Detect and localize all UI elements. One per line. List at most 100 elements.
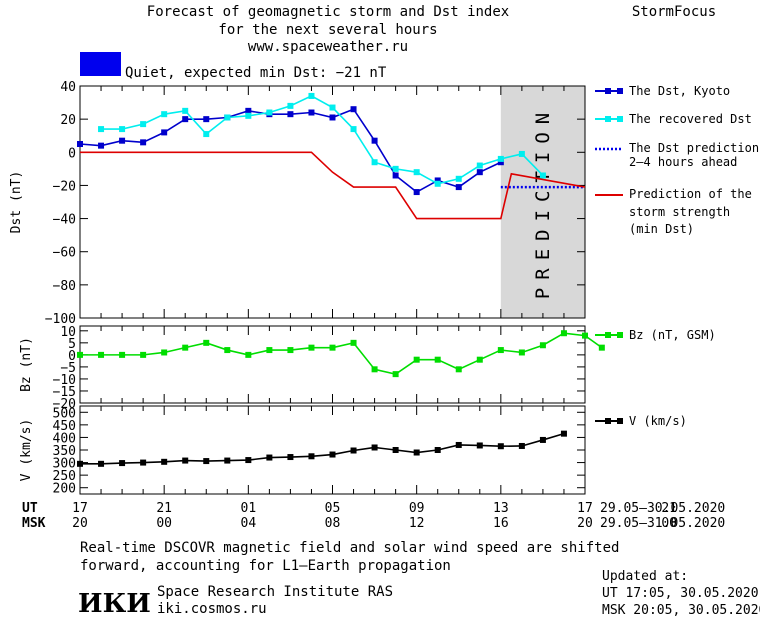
y-tick-label: 350 — [53, 444, 76, 459]
data-point-0-18 — [455, 441, 462, 448]
y-tick-label: 500 — [53, 406, 76, 421]
data-point-0-24 — [582, 332, 588, 339]
data-point-0-11 — [308, 344, 315, 351]
data-point-1-17 — [455, 175, 462, 182]
data-point-0-22 — [539, 436, 546, 443]
msk-label: MSK — [22, 516, 46, 531]
data-point-0-6 — [203, 458, 210, 465]
prediction-band-label: PREDICTION — [532, 105, 554, 299]
y-tick-label: 450 — [53, 419, 76, 434]
legend-storm-strength: Prediction of the storm strength (min Ds… — [595, 187, 752, 236]
panel-frame — [79, 325, 586, 404]
footer-note-line2: forward, accounting for L1–Earth propaga… — [80, 558, 451, 574]
y-tick-label: −20 — [53, 397, 76, 412]
data-point-0-20 — [497, 443, 504, 450]
data-point-0-7 — [224, 347, 231, 354]
legend-recovered: The recovered Dst — [595, 112, 752, 126]
data-point-1-19 — [497, 155, 504, 162]
y-tick-label: 40 — [60, 80, 76, 95]
y-tick-label: 5 — [68, 337, 76, 352]
y-tick-label: 200 — [53, 482, 76, 497]
data-point-1-12 — [350, 126, 357, 133]
data-point-0-0 — [77, 351, 83, 358]
data-point-0-12 — [329, 451, 336, 458]
data-point-0-6 — [203, 116, 210, 123]
data-point-0-23 — [560, 430, 567, 437]
legend-prediction-line2: 2–4 hours ahead — [629, 155, 737, 169]
updated-ut: UT 17:05, 30.05.2020 — [602, 586, 759, 601]
data-point-0-1 — [98, 142, 105, 149]
msk-tick-label: 08 — [325, 516, 341, 531]
data-point-1-2 — [140, 121, 147, 128]
legend-bz-label: Bz (nT, GSM) — [629, 328, 716, 342]
data-point-0-12 — [329, 344, 336, 351]
legend-recovered-label: The recovered Dst — [629, 112, 752, 126]
data-point-1-5 — [203, 131, 210, 138]
msk-tick-label: 00 — [156, 516, 172, 531]
y-tick-label: −100 — [45, 312, 76, 327]
data-point-1-18 — [476, 162, 483, 169]
data-point-0-14 — [371, 444, 378, 451]
updated-label: Updated at: — [602, 569, 688, 584]
iki-logo: ИКИ — [78, 589, 151, 619]
data-point-1-10 — [308, 92, 315, 99]
data-point-0-8 — [245, 457, 252, 464]
data-point-1-4 — [182, 107, 189, 114]
data-point-0-8 — [245, 107, 252, 114]
data-point-0-19 — [476, 169, 483, 176]
data-point-1-13 — [371, 159, 378, 166]
msk-tick-label: 20 — [577, 516, 593, 531]
data-point-0-16 — [413, 189, 420, 196]
series-line-0 — [80, 332, 603, 375]
data-point-0-5 — [182, 457, 189, 464]
data-point-0-16 — [413, 449, 420, 456]
data-point-1-11 — [329, 104, 336, 111]
data-point-0-14 — [371, 137, 378, 144]
data-point-0-11 — [308, 453, 315, 460]
y-tick-label: −5 — [60, 361, 76, 376]
data-point-0-19 — [476, 356, 483, 363]
data-point-0-13 — [350, 339, 357, 346]
title-url: www.spaceweather.ru — [248, 39, 408, 55]
data-point-1-8 — [266, 109, 273, 116]
data-point-0-9 — [266, 347, 273, 354]
data-point-0-7 — [224, 457, 231, 464]
data-point-1-15 — [413, 169, 420, 176]
legend-dst-kyoto: The Dst, Kyoto — [595, 84, 730, 98]
data-point-1-16 — [434, 180, 441, 187]
y-tick-label: 250 — [53, 469, 76, 484]
data-point-0-17 — [434, 177, 441, 184]
msk-tick-label: 04 — [241, 516, 257, 531]
data-point-0-12 — [329, 114, 336, 121]
prediction-band — [500, 86, 585, 318]
data-point-0-3 — [140, 139, 147, 146]
data-point-0-5 — [182, 116, 189, 123]
data-point-0-4 — [161, 129, 168, 136]
series-line-1 — [101, 95, 544, 185]
data-point-0-25 — [598, 344, 605, 351]
ut-tick-label: 21 — [661, 501, 677, 516]
y-tick-label: −15 — [53, 385, 76, 400]
institute-name: Space Research Institute RAS — [157, 584, 393, 600]
ut-tick-label: 01 — [241, 501, 257, 516]
legend-prediction-line1: The Dst prediction — [629, 141, 759, 155]
data-point-0-17 — [434, 447, 441, 453]
data-point-0-20 — [497, 347, 504, 354]
legend-storm-line3: (min Dst) — [629, 222, 694, 236]
data-point-0-15 — [392, 447, 399, 453]
data-point-0-11 — [308, 109, 315, 116]
data-point-1-14 — [392, 165, 399, 172]
legend-dst-kyoto-label: The Dst, Kyoto — [629, 84, 730, 98]
y-tick-label: −40 — [53, 213, 76, 228]
data-point-0-20 — [497, 159, 504, 166]
data-point-0-13 — [350, 106, 357, 113]
y-tick-label: −20 — [53, 179, 76, 194]
y-tick-label: 300 — [53, 457, 76, 472]
data-point-1-20 — [518, 150, 525, 157]
status-swatch — [80, 52, 121, 76]
y-tick-label: 0 — [68, 146, 76, 161]
data-point-0-1 — [98, 460, 105, 467]
y-tick-label: 400 — [53, 431, 76, 446]
